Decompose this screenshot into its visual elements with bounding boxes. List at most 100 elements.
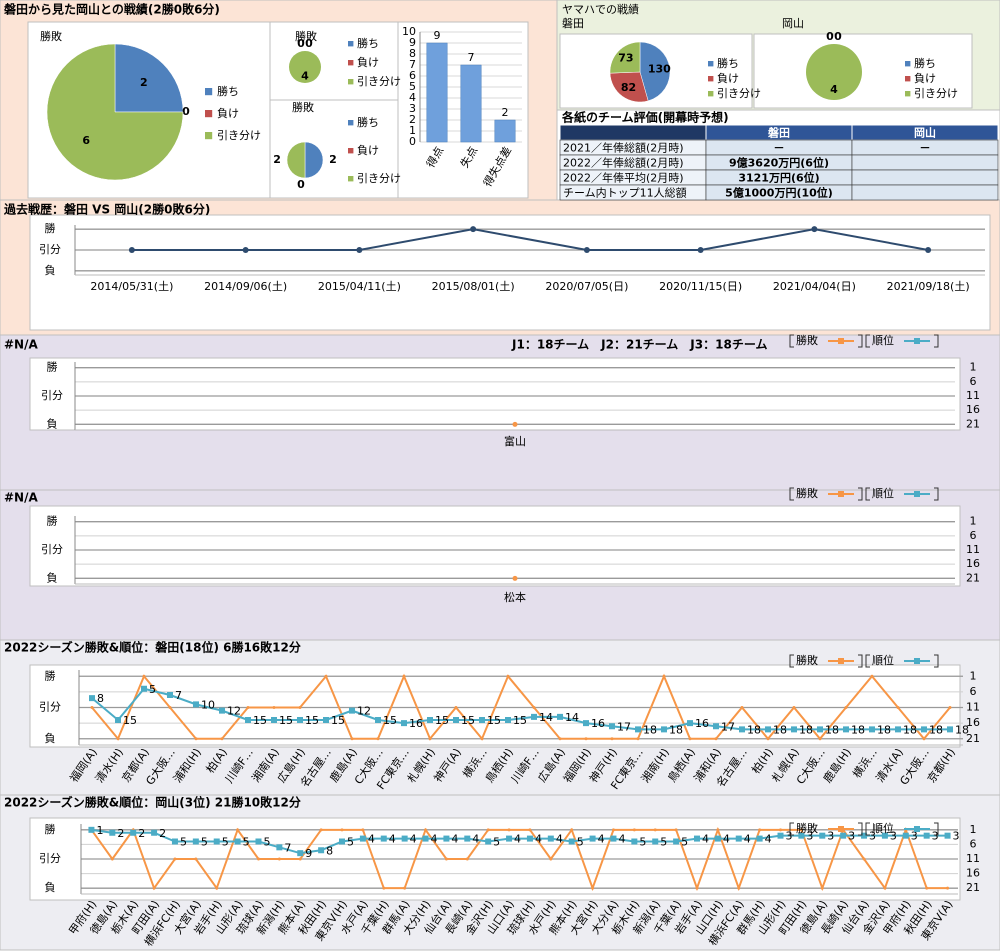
point <box>713 723 719 730</box>
y-tick-label: 9 <box>409 36 416 49</box>
point <box>584 737 588 741</box>
point <box>89 695 95 702</box>
point <box>844 706 848 709</box>
point <box>611 828 615 832</box>
data-label: 18 <box>877 723 891 736</box>
point <box>610 835 617 842</box>
data-label: 18 <box>851 723 865 736</box>
data-label: 8 <box>97 692 104 705</box>
chart-title: 勝敗 <box>295 29 317 43</box>
panel <box>753 33 973 109</box>
data-label: 3 <box>953 830 960 843</box>
point <box>716 828 720 832</box>
legend-label: 引き分け <box>217 128 261 142</box>
y-tick-label: 8 <box>409 47 416 60</box>
x-tick-label: 2015/04/11(土) <box>318 280 401 293</box>
point <box>110 857 114 861</box>
y2-tick-label: 11 <box>966 389 980 402</box>
point <box>220 737 224 741</box>
data-label: 4 <box>830 83 838 96</box>
data-label: 0 <box>182 105 190 118</box>
legend-label: 勝敗 <box>796 653 818 667</box>
point <box>324 674 328 678</box>
point <box>422 835 429 842</box>
data-label: 18 <box>643 723 657 736</box>
y2-tick-label: 1 <box>970 823 977 836</box>
data-label: 2 <box>329 153 337 166</box>
y-tick-label: 6 <box>409 69 416 82</box>
table-row-label: 2022／年俸平均(2月時) <box>563 171 684 185</box>
point <box>512 421 518 427</box>
data-label: 5 <box>180 836 187 849</box>
data-label: 0 <box>297 178 305 191</box>
data-label: 4 <box>410 833 417 846</box>
point <box>735 835 742 842</box>
y-tick-label: 0 <box>409 135 416 148</box>
chart-title: 2022シーズン勝敗&順位：岡山(3位) 21勝10敗12分 <box>4 795 301 810</box>
legend-bracket <box>934 334 939 348</box>
point <box>714 737 718 741</box>
data-label: 73 <box>618 51 633 64</box>
table-cell-text: 3121万円(6位) <box>738 171 819 185</box>
data-label: 14 <box>565 711 579 724</box>
legend-label: 引き分け <box>357 74 401 88</box>
point <box>791 726 797 733</box>
data-label: 7 <box>468 51 475 64</box>
point <box>443 835 450 842</box>
pie-slice <box>289 51 321 83</box>
data-label: 4 <box>723 833 730 846</box>
y2-tick-label: 16 <box>966 403 980 416</box>
point <box>470 226 477 233</box>
point <box>319 828 323 832</box>
y2-tick-label: 11 <box>966 701 980 714</box>
point <box>589 835 596 842</box>
point <box>526 835 533 842</box>
data-label: 15 <box>383 714 397 727</box>
chart-title: 勝敗 <box>40 29 62 43</box>
point <box>632 828 636 832</box>
data-label: 15 <box>487 714 501 727</box>
legend-swatch <box>905 91 911 97</box>
y-tick-label: 勝 <box>45 822 56 836</box>
data-label: 18 <box>929 723 943 736</box>
legend-swatch <box>708 61 714 67</box>
point <box>256 857 260 861</box>
legend-swatch <box>708 91 714 97</box>
data-label: 18 <box>747 723 761 736</box>
point <box>485 838 492 845</box>
data-label: 15 <box>253 714 267 727</box>
legend-marker <box>838 658 844 664</box>
y-tick-label: 勝 <box>47 360 58 374</box>
data-label: 15 <box>435 714 449 727</box>
point <box>403 886 407 890</box>
y2-tick-label: 1 <box>970 361 977 374</box>
point <box>215 886 219 890</box>
point <box>424 828 428 832</box>
point <box>465 857 469 861</box>
point <box>662 674 666 678</box>
data-label: 2 <box>273 153 281 166</box>
point <box>375 717 381 723</box>
point <box>653 828 657 832</box>
point <box>505 717 511 723</box>
point <box>947 726 953 733</box>
point <box>213 838 220 845</box>
point <box>272 706 276 709</box>
legend-swatch <box>348 120 354 126</box>
point <box>883 886 887 890</box>
chart-title: 2022シーズン勝敗&順位：磐田(18位) 6勝16敗12分 <box>4 640 301 655</box>
point <box>688 737 692 741</box>
legend-bracket <box>934 654 939 668</box>
y-tick-label: 負 <box>47 571 58 584</box>
data-label: 2 <box>140 76 148 89</box>
table-row-label: チーム内トップ11人総額 <box>563 186 687 200</box>
y2-tick-label: 16 <box>966 716 980 729</box>
point <box>297 717 303 723</box>
point <box>549 857 553 861</box>
y-tick-label: 1 <box>409 124 416 137</box>
legend-marker <box>914 658 920 664</box>
data-label: 3 <box>869 830 876 843</box>
point <box>506 674 510 678</box>
data-label: 3 <box>932 830 939 843</box>
data-label: 15 <box>279 714 293 727</box>
